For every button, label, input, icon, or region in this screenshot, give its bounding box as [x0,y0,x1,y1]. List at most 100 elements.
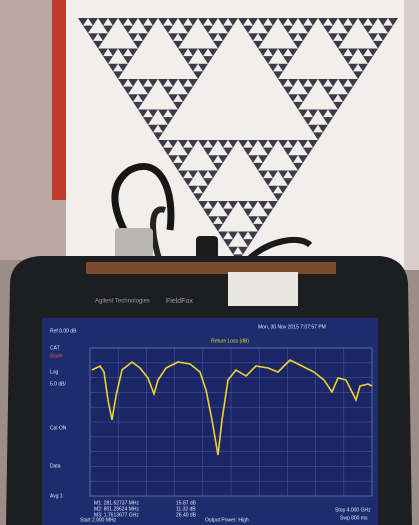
hole [108,48,128,64]
hole [383,18,393,26]
hole [203,18,213,26]
hole [203,140,213,148]
hole [83,18,93,26]
hole [208,201,228,217]
hole [163,140,173,148]
hole [338,18,378,49]
hole [323,79,333,87]
footer-label: Stop 4.000 GHz [335,507,371,513]
hole [303,79,313,87]
hole [263,48,273,57]
hole [368,18,388,34]
hole [203,48,213,57]
sierpinski-antenna [78,18,398,262]
hole [273,63,283,72]
hole [213,33,223,41]
hole [243,18,253,26]
side-label: Cal ON [50,425,67,431]
hole [103,18,113,26]
hole [163,79,173,87]
hole [153,124,163,133]
hole [188,170,208,186]
hole [268,170,288,186]
hole [183,140,193,148]
reference: Ref 0.00 dB [50,328,77,334]
hole [253,216,263,224]
hole [133,33,143,41]
hole [243,231,253,240]
hole [303,18,313,26]
hole [133,94,143,102]
hole [343,79,353,87]
hole [128,79,148,95]
side-label: Avg 1 [50,493,63,499]
hole [213,155,223,163]
hole [168,140,188,156]
device-top [86,262,336,274]
hole [223,201,233,209]
hole [163,18,173,26]
hole [293,94,303,102]
hole [208,18,228,34]
hole [118,18,198,79]
hole [203,170,213,179]
hole [373,33,383,41]
hole [263,201,273,209]
hole [183,79,193,87]
hole [253,33,263,41]
hole [193,63,203,72]
hole [123,18,133,26]
hole [263,18,273,26]
hole [333,33,343,41]
model: FieldFox [166,298,193,305]
cable [150,206,166,263]
hole [168,79,188,95]
hole [363,48,373,57]
hole [363,18,373,26]
marker-readout: 26.40 dB [176,512,197,518]
hole [303,109,313,118]
hole [138,79,178,110]
timestamp: Mon, 30 Nov 2015 7:07:57 PM [258,324,326,330]
hole [248,140,268,156]
hole [113,63,123,72]
hole [348,48,368,64]
hole [173,94,183,102]
hole [308,109,328,125]
hole [228,231,248,247]
hole [178,140,218,171]
hole [258,140,298,171]
hole [333,94,343,102]
hole [278,18,358,79]
hole [293,33,303,41]
hole [183,170,193,179]
hole [128,18,148,34]
hole [303,140,313,148]
hole [283,140,293,148]
marker-readout: M1: 281.62737 MHz [94,500,140,506]
hole [293,155,303,163]
hole [123,48,133,57]
hole [253,155,263,163]
hole [148,109,168,125]
trace-title: Return Loss (dB) [211,338,249,344]
hole [183,18,193,26]
marker-readout: M2: 801.28624 MHz [94,506,140,512]
hole [288,79,308,95]
footer-label: Start 2.000 MHz [80,517,117,523]
hole [268,48,288,64]
hole [188,48,208,64]
hole [223,231,233,240]
hole [258,18,298,49]
hole [173,155,183,163]
hole [213,216,223,224]
side-label: CAT [50,345,60,351]
hole [143,79,153,87]
hole [343,18,353,26]
hole [193,185,203,194]
hole [288,18,308,34]
wall-right [400,0,419,270]
sticker [228,272,298,306]
